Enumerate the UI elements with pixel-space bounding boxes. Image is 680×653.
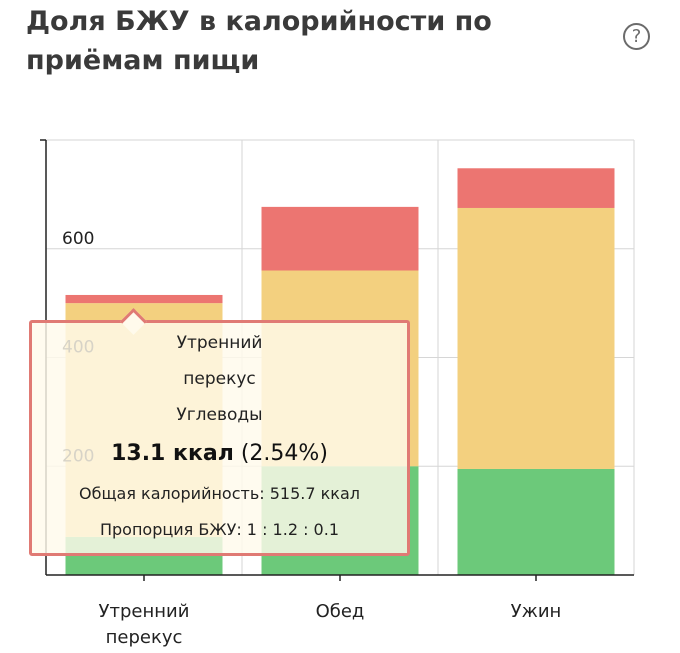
help-circle-icon[interactable]: ? bbox=[623, 23, 650, 50]
chart-title: Доля БЖУ в калорийности по приёмам пищи bbox=[26, 6, 492, 76]
tooltip-total: Общая калорийность: 515.7 ккал bbox=[78, 484, 360, 503]
x-tick-label: Ужин bbox=[511, 601, 562, 622]
bar-tooltip: Утренний перекус Углеводы 13.1 ккал (2.5… bbox=[29, 308, 410, 556]
x-tick-label: Утренний перекус bbox=[99, 601, 190, 648]
x-tick-labels: Утренний перекус Обед Ужин bbox=[99, 601, 562, 648]
bar-segment bbox=[65, 294, 223, 304]
bar-segment bbox=[457, 168, 615, 208]
bar-segment bbox=[457, 207, 615, 469]
tooltip-series: Углеводы bbox=[176, 405, 263, 425]
tooltip-percent: (2.54%) bbox=[240, 441, 328, 466]
tooltip-ratio: Пропорция БЖУ: 1 : 1.2 : 0.1 bbox=[99, 520, 339, 539]
tooltip-value-row: 13.1 ккал (2.54%) bbox=[32, 441, 407, 466]
tooltip-category-line1: Утренний bbox=[176, 333, 263, 353]
y-tick-label: 600 bbox=[62, 229, 94, 249]
x-tick-label: Обед bbox=[316, 601, 365, 622]
bar-segment bbox=[457, 468, 615, 575]
bar-segment bbox=[261, 206, 419, 271]
tooltip-value: 13.1 ккал bbox=[111, 441, 234, 466]
tooltip-category-line2: перекус bbox=[183, 369, 256, 389]
